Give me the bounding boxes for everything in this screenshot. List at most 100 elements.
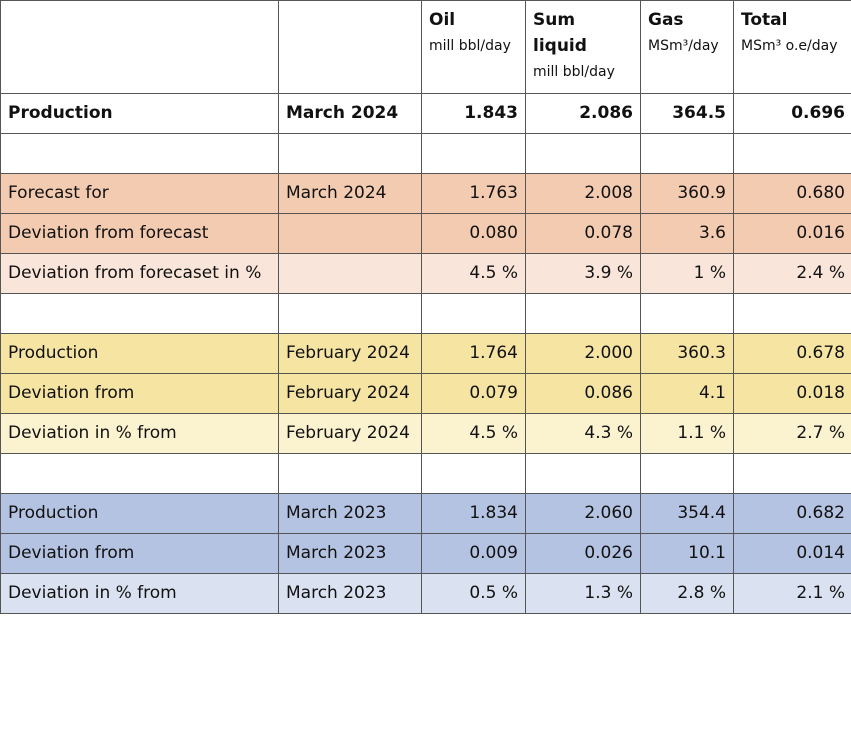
row-period: March 2024 bbox=[278, 93, 422, 134]
value-cell: 0.086 bbox=[525, 373, 641, 414]
value-cell: 2.7 % bbox=[733, 413, 851, 454]
empty-cell bbox=[525, 453, 641, 494]
data-row: Deviation in % from February 2024 4.5 % 4.3… bbox=[0, 413, 851, 454]
data-row: Deviation from March 2023 0.009 0.026 10.1 0.… bbox=[0, 533, 851, 574]
empty-cell bbox=[640, 293, 734, 334]
row-label: Production bbox=[0, 493, 279, 534]
value-cell: 3.6 bbox=[640, 213, 734, 254]
empty-cell bbox=[421, 453, 526, 494]
empty-cell bbox=[733, 293, 851, 334]
value-cell: 0.079 bbox=[421, 373, 526, 414]
value-cell: 360.9 bbox=[640, 173, 734, 214]
empty-cell bbox=[278, 293, 422, 334]
empty-cell bbox=[421, 293, 526, 334]
row-period bbox=[278, 253, 422, 294]
value-cell: 0.680 bbox=[733, 173, 851, 214]
value-cell: 3.9 % bbox=[525, 253, 641, 294]
empty-cell bbox=[525, 293, 641, 334]
value-cell: 1.763 bbox=[421, 173, 526, 214]
value-cell: 1.834 bbox=[421, 493, 526, 534]
value-cell: 1.843 bbox=[421, 93, 526, 134]
row-period: March 2024 bbox=[278, 173, 422, 214]
spacer-row bbox=[0, 133, 851, 174]
row-period: February 2024 bbox=[278, 413, 422, 454]
column-title: Total bbox=[741, 10, 788, 30]
column-title: Gas bbox=[648, 10, 684, 30]
spacer-row bbox=[0, 453, 851, 494]
value-cell: 4.5 % bbox=[421, 253, 526, 294]
data-row: Deviation from forecaset in % 4.5 % 3.9 % 1… bbox=[0, 253, 851, 294]
row-label: Production bbox=[0, 93, 279, 134]
header-row: Oil mill bbl/day Sum liquid mill bbl/day Gas… bbox=[0, 0, 851, 94]
row-label: Deviation from forecast bbox=[0, 213, 279, 254]
value-cell: 0.678 bbox=[733, 333, 851, 374]
value-cell: 2.086 bbox=[525, 93, 641, 134]
empty-cell bbox=[733, 453, 851, 494]
empty-cell bbox=[733, 133, 851, 174]
value-cell: 360.3 bbox=[640, 333, 734, 374]
data-row: Production March 2023 1.834 2.060 354.4 0.682 bbox=[0, 493, 851, 534]
value-cell: 1 % bbox=[640, 253, 734, 294]
header-cell: Gas MSm³/day bbox=[640, 0, 734, 94]
header-cell bbox=[278, 0, 422, 94]
value-cell: 0.078 bbox=[525, 213, 641, 254]
value-cell: 2.060 bbox=[525, 493, 641, 534]
row-label: Forecast for bbox=[0, 173, 279, 214]
empty-cell bbox=[525, 133, 641, 174]
row-period: March 2023 bbox=[278, 573, 422, 614]
value-cell: 2.4 % bbox=[733, 253, 851, 294]
column-title: Oil bbox=[429, 10, 456, 30]
empty-cell bbox=[0, 453, 279, 494]
row-label: Production bbox=[0, 333, 279, 374]
row-period: February 2024 bbox=[278, 373, 422, 414]
row-period: February 2024 bbox=[278, 333, 422, 374]
value-cell: 0.018 bbox=[733, 373, 851, 414]
column-unit: MSm³ o.e/day bbox=[741, 38, 838, 54]
empty-cell bbox=[421, 133, 526, 174]
value-cell: 0.016 bbox=[733, 213, 851, 254]
value-cell: 0.682 bbox=[733, 493, 851, 534]
value-cell: 4.3 % bbox=[525, 413, 641, 454]
row-label: Deviation from bbox=[0, 533, 279, 574]
empty-cell bbox=[0, 293, 279, 334]
data-row: Forecast for March 2024 1.763 2.008 360.9 0.6… bbox=[0, 173, 851, 214]
data-row: Production February 2024 1.764 2.000 360.3 0.… bbox=[0, 333, 851, 374]
header-cell: Sum liquid mill bbl/day bbox=[525, 0, 641, 94]
value-cell: 0.009 bbox=[421, 533, 526, 574]
header-cell: Total MSm³ o.e/day bbox=[733, 0, 851, 94]
data-row: Deviation in % from March 2023 0.5 % 1.3 % 2… bbox=[0, 573, 851, 614]
value-cell: 4.5 % bbox=[421, 413, 526, 454]
empty-cell bbox=[0, 133, 279, 174]
column-unit: MSm³/day bbox=[648, 38, 719, 54]
row-period bbox=[278, 213, 422, 254]
data-row: Deviation from February 2024 0.079 0.086 4.1… bbox=[0, 373, 851, 414]
data-row: Production March 2024 1.843 2.086 364.5 0.696 bbox=[0, 93, 851, 134]
column-title: Sum liquid bbox=[533, 10, 587, 56]
header-cell: Oil mill bbl/day bbox=[421, 0, 526, 94]
value-cell: 0.026 bbox=[525, 533, 641, 574]
spacer-row bbox=[0, 293, 851, 334]
value-cell: 10.1 bbox=[640, 533, 734, 574]
row-label: Deviation from forecaset in % bbox=[0, 253, 279, 294]
row-label: Deviation from bbox=[0, 373, 279, 414]
value-cell: 0.080 bbox=[421, 213, 526, 254]
column-unit: mill bbl/day bbox=[533, 64, 615, 80]
empty-cell bbox=[278, 133, 422, 174]
value-cell: 0.014 bbox=[733, 533, 851, 574]
value-cell: 1.3 % bbox=[525, 573, 641, 614]
empty-cell bbox=[278, 453, 422, 494]
value-cell: 2.000 bbox=[525, 333, 641, 374]
value-cell: 2.1 % bbox=[733, 573, 851, 614]
value-cell: 0.5 % bbox=[421, 573, 526, 614]
header-cell bbox=[0, 0, 279, 94]
empty-cell bbox=[640, 453, 734, 494]
row-label: Deviation in % from bbox=[0, 413, 279, 454]
row-period: March 2023 bbox=[278, 533, 422, 574]
value-cell: 2.8 % bbox=[640, 573, 734, 614]
value-cell: 0.696 bbox=[733, 93, 851, 134]
value-cell: 1.1 % bbox=[640, 413, 734, 454]
value-cell: 364.5 bbox=[640, 93, 734, 134]
value-cell: 4.1 bbox=[640, 373, 734, 414]
column-unit: mill bbl/day bbox=[429, 38, 511, 54]
